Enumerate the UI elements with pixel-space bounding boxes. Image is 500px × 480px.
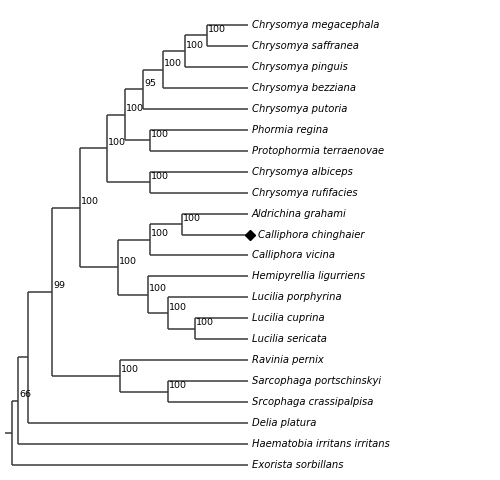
Text: 99: 99: [53, 281, 65, 290]
Text: 100: 100: [149, 284, 167, 293]
Text: Lucilia sericata: Lucilia sericata: [252, 334, 327, 344]
Text: 100: 100: [126, 104, 144, 113]
Text: Chrysomya rufifacies: Chrysomya rufifacies: [252, 188, 358, 198]
Text: 100: 100: [151, 229, 169, 238]
Text: Sarcophaga portschinskyi: Sarcophaga portschinskyi: [252, 376, 381, 386]
Text: Calliphora vicina: Calliphora vicina: [252, 251, 335, 261]
Text: 100: 100: [151, 130, 169, 139]
Text: 100: 100: [169, 381, 187, 390]
Text: Lucilia porphyrina: Lucilia porphyrina: [252, 292, 342, 302]
Text: 100: 100: [108, 138, 126, 147]
Text: Exorista sorbillans: Exorista sorbillans: [252, 460, 344, 470]
Text: 100: 100: [151, 172, 169, 180]
Text: Ravinia pernix: Ravinia pernix: [252, 355, 324, 365]
Text: Chrysomya putoria: Chrysomya putoria: [252, 104, 348, 114]
Text: Chrysomya saffranea: Chrysomya saffranea: [252, 41, 359, 51]
Text: Chrysomya pinguis: Chrysomya pinguis: [252, 62, 348, 72]
Text: Hemipyrellia ligurriens: Hemipyrellia ligurriens: [252, 271, 365, 281]
Text: 100: 100: [169, 302, 187, 312]
Text: Chrysomya albiceps: Chrysomya albiceps: [252, 167, 353, 177]
Text: 66: 66: [19, 390, 31, 399]
Text: Aldrichina grahami: Aldrichina grahami: [252, 209, 347, 218]
Text: Phormia regina: Phormia regina: [252, 125, 328, 135]
Text: Chrysomya megacephala: Chrysomya megacephala: [252, 20, 380, 30]
Text: 100: 100: [119, 257, 137, 266]
Text: Chrysomya bezziana: Chrysomya bezziana: [252, 83, 356, 93]
Text: 100: 100: [208, 25, 226, 34]
Text: Haematobia irritans irritans: Haematobia irritans irritans: [252, 439, 390, 449]
Text: Delia platura: Delia platura: [252, 418, 316, 428]
Text: 100: 100: [81, 197, 99, 206]
Text: 100: 100: [196, 318, 214, 327]
Text: Protophormia terraenovae: Protophormia terraenovae: [252, 146, 384, 156]
Text: 100: 100: [164, 59, 182, 68]
Text: Srcophaga crassipalpisa: Srcophaga crassipalpisa: [252, 397, 374, 407]
Text: 100: 100: [121, 365, 139, 374]
Text: 100: 100: [183, 214, 201, 223]
Text: 95: 95: [144, 79, 156, 88]
Text: 100: 100: [186, 41, 204, 50]
Text: Lucilia cuprina: Lucilia cuprina: [252, 313, 324, 324]
Text: Calliphora chinghaier: Calliphora chinghaier: [258, 229, 364, 240]
